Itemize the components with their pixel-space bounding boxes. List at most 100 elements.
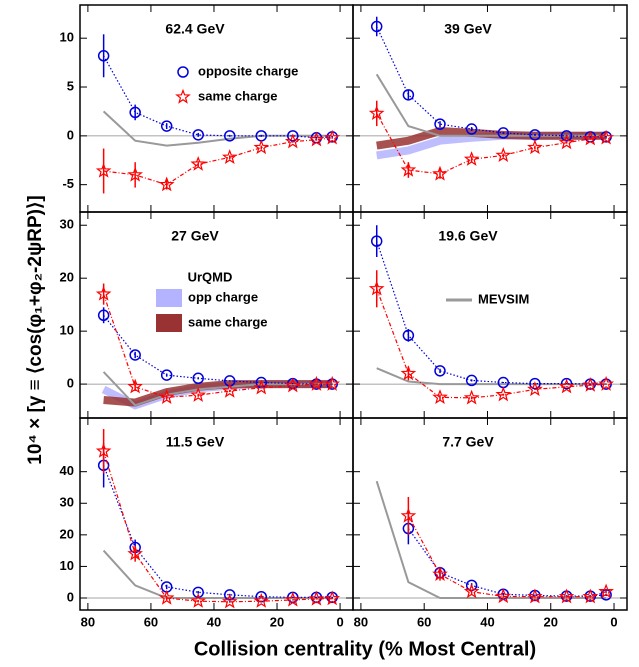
marker <box>432 566 448 582</box>
panel-title: 39 GeV <box>444 21 492 37</box>
marker <box>598 129 614 145</box>
marker <box>598 583 614 599</box>
marker <box>495 386 512 402</box>
legend-label: opp charge <box>188 289 258 304</box>
trend-line <box>103 137 333 186</box>
marker <box>192 372 204 385</box>
x-tick-label: 80 <box>81 614 95 629</box>
line-line <box>102 110 333 147</box>
marker <box>221 382 238 398</box>
y-tick-label: 10 <box>60 323 74 338</box>
marker <box>253 379 269 395</box>
marker <box>95 285 112 301</box>
marker <box>495 147 512 162</box>
panel-title: 19.6 GeV <box>438 228 498 244</box>
marker <box>558 134 575 150</box>
panel-title: 7.7 GeV <box>442 434 494 450</box>
marker <box>465 123 478 135</box>
legend-swatch <box>156 314 182 332</box>
legend-swatch <box>156 289 182 307</box>
line-line <box>375 73 607 137</box>
marker <box>160 369 173 381</box>
x-tick-label: 80 <box>354 614 368 629</box>
x-tick-label: 60 <box>144 614 158 629</box>
marker <box>253 139 269 155</box>
marker <box>582 130 599 146</box>
plot-area <box>353 225 627 405</box>
x-tick-label: 20 <box>270 614 284 629</box>
marker <box>324 375 341 391</box>
marker <box>324 590 341 606</box>
marker <box>402 329 415 342</box>
marker <box>582 588 599 604</box>
marker <box>600 589 612 601</box>
marker <box>222 149 238 164</box>
marker <box>434 365 446 377</box>
marker <box>400 365 417 381</box>
y-tick-label: 0 <box>67 127 74 142</box>
marker <box>432 389 448 404</box>
legend-marker <box>177 66 189 78</box>
y-tick-label: 0 <box>67 376 74 391</box>
trend-line <box>103 451 333 603</box>
marker <box>495 588 512 604</box>
marker <box>223 589 236 601</box>
x-tick-label: 20 <box>544 614 558 629</box>
x-tick-label: 60 <box>417 614 431 629</box>
panel: -5 0 5 10 62.4 GeV opposite charge same charge <box>60 4 354 213</box>
panel: 0 10 20 30 27 GeV UrQMD opp charge same charge <box>60 211 354 419</box>
marker <box>400 507 417 523</box>
marker <box>223 130 236 142</box>
legend-marker <box>175 88 191 104</box>
marker <box>558 378 575 394</box>
marker <box>368 105 385 120</box>
marker <box>284 591 301 607</box>
legend-title: UrQMD <box>188 269 233 284</box>
marker <box>308 131 325 147</box>
marker <box>158 589 175 605</box>
legend-label: opposite charge <box>198 63 298 78</box>
marker <box>97 50 110 62</box>
x-tick-label: 40 <box>207 614 221 629</box>
y-tick-label: -5 <box>62 176 74 191</box>
marker <box>324 129 341 145</box>
marker <box>160 120 173 132</box>
marker <box>402 89 415 101</box>
marker <box>463 583 480 599</box>
marker <box>434 118 446 130</box>
marker <box>253 593 269 608</box>
marker <box>129 106 141 119</box>
trend-line <box>407 515 607 598</box>
marker <box>497 127 510 139</box>
marker <box>95 443 112 458</box>
y-axis-label: 10⁴ × [γ ≡ ⟨cos(φ₁+φ₂-2ψRP)⟩] <box>25 195 46 464</box>
marker <box>400 161 417 177</box>
panel: 39 GeV <box>352 4 628 213</box>
marker <box>527 381 543 397</box>
y-tick-label: 20 <box>60 526 74 541</box>
panel-frame <box>352 417 628 611</box>
y-tick-label: 5 <box>67 78 74 93</box>
legend-label: same charge <box>188 314 268 329</box>
marker <box>158 389 175 404</box>
y-tick-label: 10 <box>60 558 74 573</box>
marker <box>432 165 448 181</box>
marker <box>127 378 143 394</box>
marker <box>527 588 543 604</box>
marker <box>463 151 480 166</box>
marker <box>190 593 207 608</box>
x-tick-label: 0 <box>610 614 617 629</box>
marker <box>127 166 143 182</box>
marker <box>190 386 207 402</box>
x-tick-label: 0 <box>336 614 343 629</box>
marker <box>127 545 143 561</box>
panel: 0 10 20 30 40 80 60 40 20 0 11.5 GeV <box>60 417 354 629</box>
marker <box>158 176 175 192</box>
trend-line <box>103 55 333 139</box>
marker <box>95 162 112 178</box>
plot-area <box>80 283 353 410</box>
marker <box>527 139 543 155</box>
marker <box>558 588 575 604</box>
marker <box>582 376 599 392</box>
